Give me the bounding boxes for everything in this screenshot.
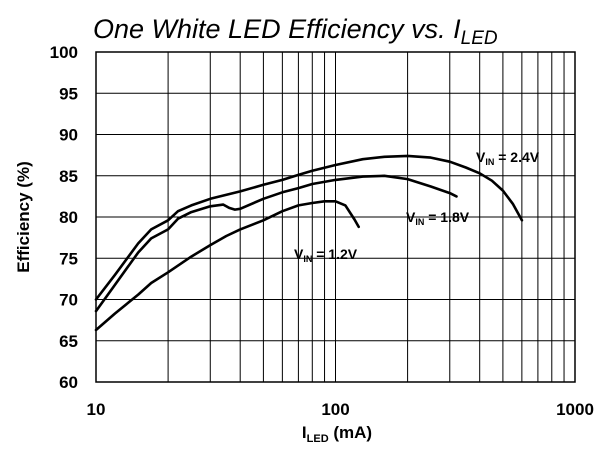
x-tick-label: 1000 xyxy=(556,400,594,419)
series-label-2p4v: VIN = 2.4V xyxy=(476,149,540,167)
series-label-1p8v-subscript: IN xyxy=(415,217,424,227)
series-line-2p4v xyxy=(94,154,524,301)
series-line-1p2v xyxy=(94,200,360,332)
y-tick-label: 65 xyxy=(59,332,78,351)
series-label-1p2v-main: V xyxy=(294,246,304,262)
series-label-1p2v: VIN = 1.2V xyxy=(294,246,358,264)
chart-title-main: One White LED Efficiency vs. I xyxy=(93,14,461,44)
series-label-1p8v: VIN = 1.8V xyxy=(406,209,470,227)
chart-title: One White LED Efficiency vs. ILED xyxy=(93,14,498,49)
y-tick-label: 70 xyxy=(59,291,78,310)
x-axis-label-unit: (mA) xyxy=(329,423,372,442)
plot-frame xyxy=(95,51,576,383)
series-label-2p4v-subscript: IN xyxy=(485,157,494,167)
y-tick-labels: 60 65 70 75 80 85 90 95 100 xyxy=(50,43,78,392)
y-tick-label: 90 xyxy=(59,126,78,145)
y-axis-label: Efficiency (%) xyxy=(14,161,33,272)
x-axis-label: ILED (mA) xyxy=(302,423,372,445)
series-label-1p2v-value: = 1.2V xyxy=(312,246,357,262)
series-line-1p8v xyxy=(94,174,458,313)
grid xyxy=(95,51,576,383)
series-layer xyxy=(94,154,524,332)
series-label-2p4v-value: = 2.4V xyxy=(494,149,539,165)
x-tick-labels: 10 100 1000 xyxy=(87,400,594,419)
y-tick-label: 100 xyxy=(50,43,78,62)
series-label-1p8v-value: = 1.8V xyxy=(424,209,469,225)
x-axis-label-subscript: LED xyxy=(307,433,329,445)
y-tick-label: 85 xyxy=(59,167,78,186)
series-label-2p4v-main: V xyxy=(476,149,486,165)
series-label-1p8v-main: V xyxy=(406,209,416,225)
x-tick-label: 10 xyxy=(87,400,106,419)
y-tick-label: 80 xyxy=(59,208,78,227)
y-tick-label: 60 xyxy=(59,373,78,392)
series-label-1p2v-subscript: IN xyxy=(303,254,312,264)
x-axis-label-main: I xyxy=(302,423,307,442)
chart-title-subscript: LED xyxy=(461,28,498,49)
x-tick-label: 100 xyxy=(321,400,349,419)
y-tick-label: 75 xyxy=(59,249,78,268)
y-tick-label: 95 xyxy=(59,84,78,103)
